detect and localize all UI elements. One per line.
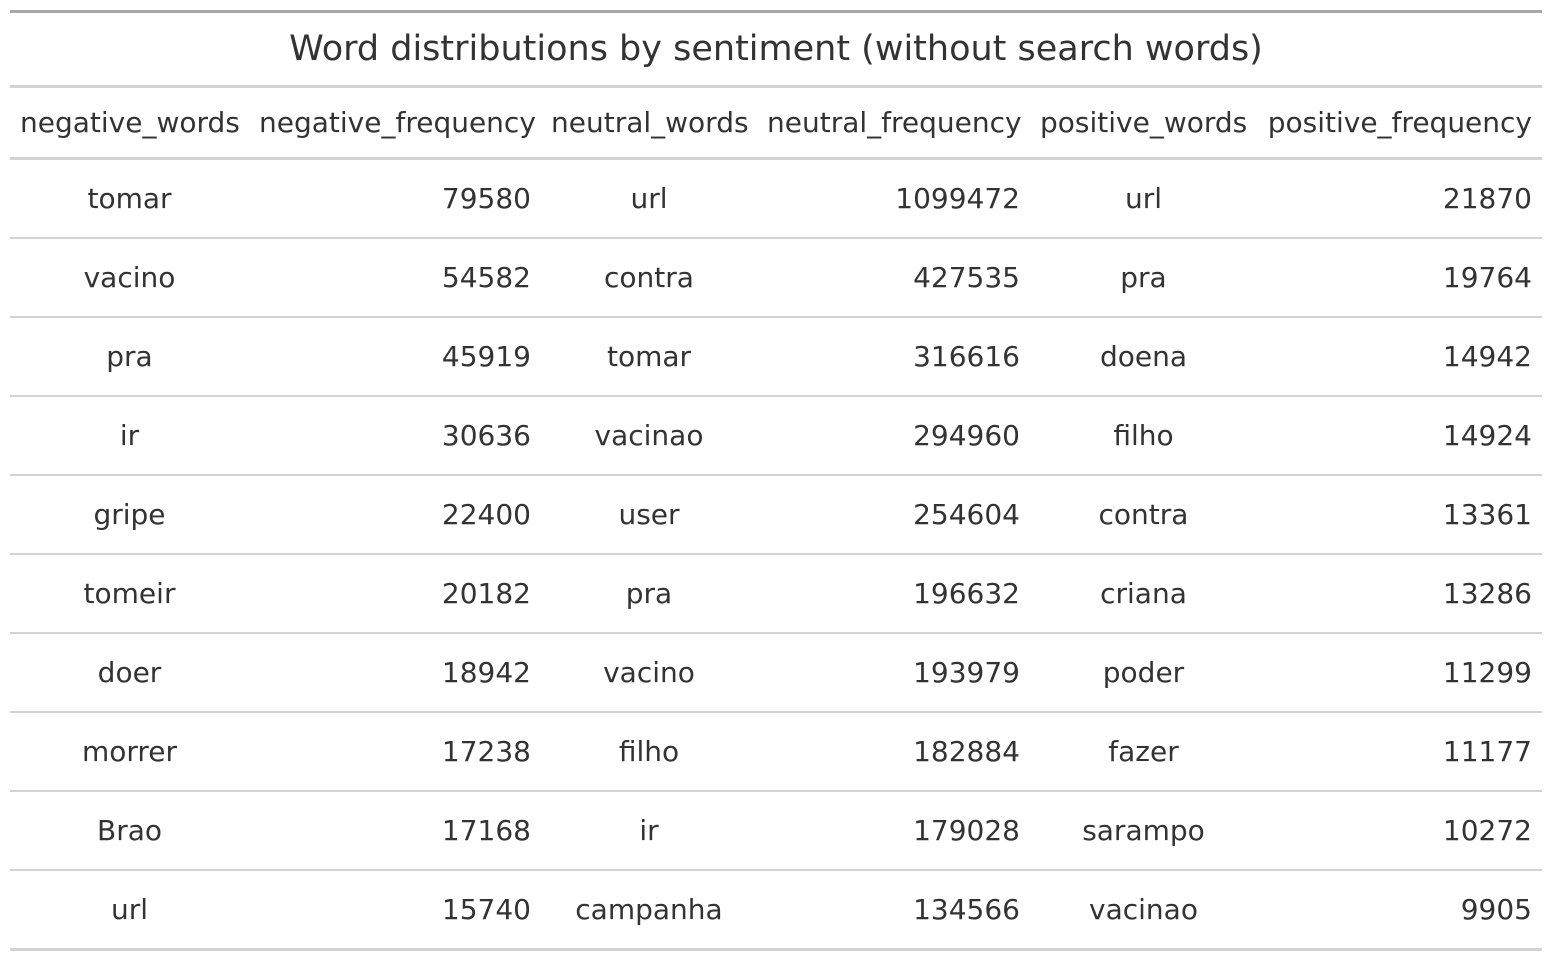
cell-negative-word: tomar — [10, 158, 249, 239]
cell-negative-frequency: 30636 — [249, 396, 541, 476]
cell-positive-frequency: 11177 — [1257, 712, 1542, 792]
table-row: url 15740 campanha 134566 vacinao 9905 — [10, 870, 1542, 950]
cell-neutral-word: pra — [541, 554, 757, 634]
cell-neutral-word: tomar — [541, 317, 757, 397]
cell-positive-word: url — [1030, 158, 1257, 239]
cell-positive-frequency: 19764 — [1257, 238, 1542, 318]
cell-neutral-word: ir — [541, 791, 757, 871]
table-row: gripe 22400 user 254604 contra 13361 — [10, 475, 1542, 555]
cell-neutral-frequency: 179028 — [757, 791, 1030, 871]
cell-positive-frequency: 13286 — [1257, 554, 1542, 634]
word-distribution-table-container: Word distributions by sentiment (without… — [10, 10, 1542, 951]
table-row: ir 30636 vacinao 294960 filho 14924 — [10, 396, 1542, 476]
cell-neutral-word: campanha — [575, 893, 723, 926]
column-header-negative-frequency: negative_frequency — [249, 86, 541, 160]
cell-positive-word: criana — [1030, 554, 1257, 634]
cell-neutral-word: url — [541, 158, 757, 239]
cell-positive-frequency: 10272 — [1257, 791, 1542, 871]
cell-negative-word: Brao — [10, 791, 249, 871]
cell-neutral-frequency: 1099472 — [757, 158, 1030, 239]
table-row: tomeir 20182 pra 196632 criana 13286 — [10, 554, 1542, 634]
cell-neutral-frequency: 182884 — [757, 712, 1030, 792]
cell-negative-frequency: 15740 — [441, 893, 531, 926]
cell-neutral-word: user — [541, 475, 757, 555]
cell-positive-word: doena — [1030, 317, 1257, 397]
cell-neutral-frequency: 316616 — [757, 317, 1030, 397]
cell-positive-word: contra — [1030, 475, 1257, 555]
table-body: tomar 79580 url 1099472 url 21870 vacino 54582 c… — [10, 158, 1542, 950]
cell-positive-word: vacinao — [1089, 893, 1198, 926]
cell-negative-word: doer — [10, 633, 249, 713]
column-header-row: negative_words negative_frequency neutra… — [10, 86, 1542, 160]
cell-negative-frequency: 79580 — [249, 158, 541, 239]
table-row: tomar 79580 url 1099472 url 21870 — [10, 158, 1542, 239]
cell-negative-word: tomeir — [10, 554, 249, 634]
cell-positive-frequency: 14942 — [1257, 317, 1542, 397]
cell-neutral-frequency: 196632 — [757, 554, 1030, 634]
table-row: Brao 17168 ir 179028 sarampo 10272 — [10, 791, 1542, 871]
cell-neutral-frequency: 254604 — [757, 475, 1030, 555]
cell-neutral-word: vacinao — [541, 396, 757, 476]
table-row: pra 45919 tomar 316616 doena 14942 — [10, 317, 1542, 397]
table-row: vacino 54582 contra 427535 pra 19764 — [10, 238, 1542, 318]
title-row: Word distributions by sentiment (without… — [10, 11, 1542, 88]
table-row: doer 18942 vacino 193979 poder 11299 — [10, 633, 1542, 713]
cell-negative-word: ir — [10, 396, 249, 476]
cell-negative-word: vacino — [10, 238, 249, 318]
cell-negative-word: morrer — [10, 712, 249, 792]
cell-positive-word: poder — [1030, 633, 1257, 713]
column-header-positive-frequency: positive_frequency — [1257, 86, 1542, 160]
table-row: morrer 17238 filho 182884 fazer 11177 — [10, 712, 1542, 792]
cell-positive-word: sarampo — [1030, 791, 1257, 871]
cell-neutral-word: filho — [541, 712, 757, 792]
cell-negative-word: pra — [10, 317, 249, 397]
cell-neutral-frequency: 294960 — [757, 396, 1030, 476]
table-title: Word distributions by sentiment (without… — [10, 11, 1542, 88]
cell-negative-frequency: 17238 — [249, 712, 541, 792]
column-header-positive-words: positive_words — [1030, 86, 1257, 160]
column-header-negative-words: negative_words — [10, 86, 249, 160]
cell-positive-word: pra — [1030, 238, 1257, 318]
cell-negative-frequency: 17168 — [249, 791, 541, 871]
cell-positive-frequency: 9905 — [1460, 893, 1532, 926]
cell-neutral-frequency: 427535 — [757, 238, 1030, 318]
cell-positive-frequency: 11299 — [1257, 633, 1542, 713]
cell-positive-word: filho — [1030, 396, 1257, 476]
cell-positive-frequency: 21870 — [1257, 158, 1542, 239]
cell-neutral-frequency: 134566 — [913, 893, 1020, 926]
cell-positive-frequency: 14924 — [1257, 396, 1542, 476]
cell-positive-word: fazer — [1030, 712, 1257, 792]
cell-negative-word: gripe — [10, 475, 249, 555]
cell-negative-frequency: 20182 — [249, 554, 541, 634]
cell-positive-frequency: 13361 — [1257, 475, 1542, 555]
cell-negative-frequency: 45919 — [249, 317, 541, 397]
cell-negative-frequency: 18942 — [249, 633, 541, 713]
cell-negative-word: url — [110, 893, 149, 926]
column-header-neutral-words: neutral_words — [541, 86, 757, 160]
cell-neutral-word: vacino — [541, 633, 757, 713]
cell-neutral-word: contra — [541, 238, 757, 318]
word-distribution-table: Word distributions by sentiment (without… — [10, 10, 1542, 951]
cell-neutral-frequency: 193979 — [757, 633, 1030, 713]
cell-negative-frequency: 22400 — [249, 475, 541, 555]
cell-negative-frequency: 54582 — [249, 238, 541, 318]
column-header-neutral-frequency: neutral_frequency — [757, 86, 1030, 160]
